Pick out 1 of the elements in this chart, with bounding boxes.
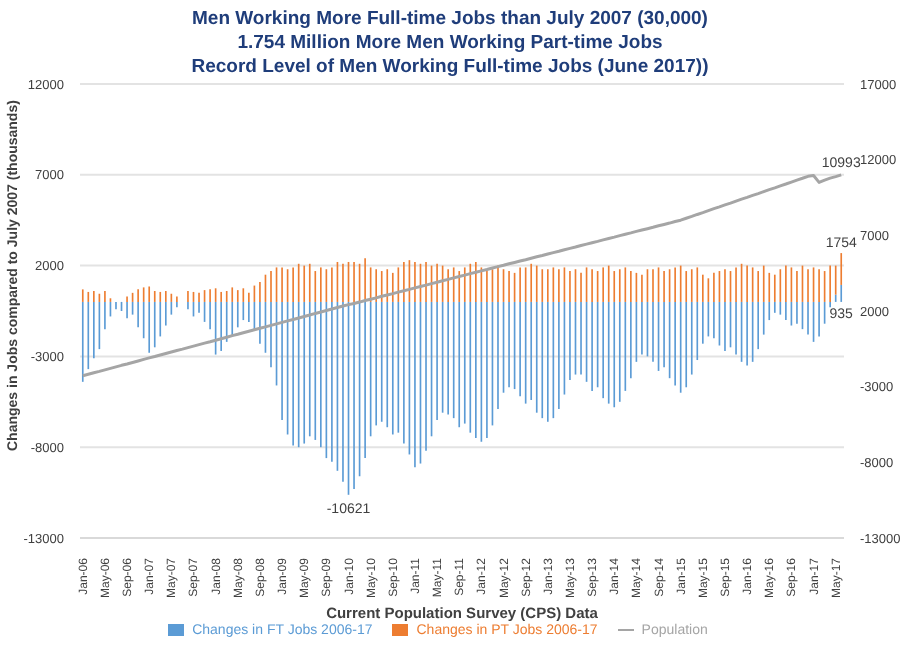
chart-title: Men Working More Full-time Jobs than July 2007 (30,000) 1.754 Million More Men Working Part-time Jobs Record Level of Men Working Full-time Jobs (June 2017)) — [189, 8, 711, 80]
